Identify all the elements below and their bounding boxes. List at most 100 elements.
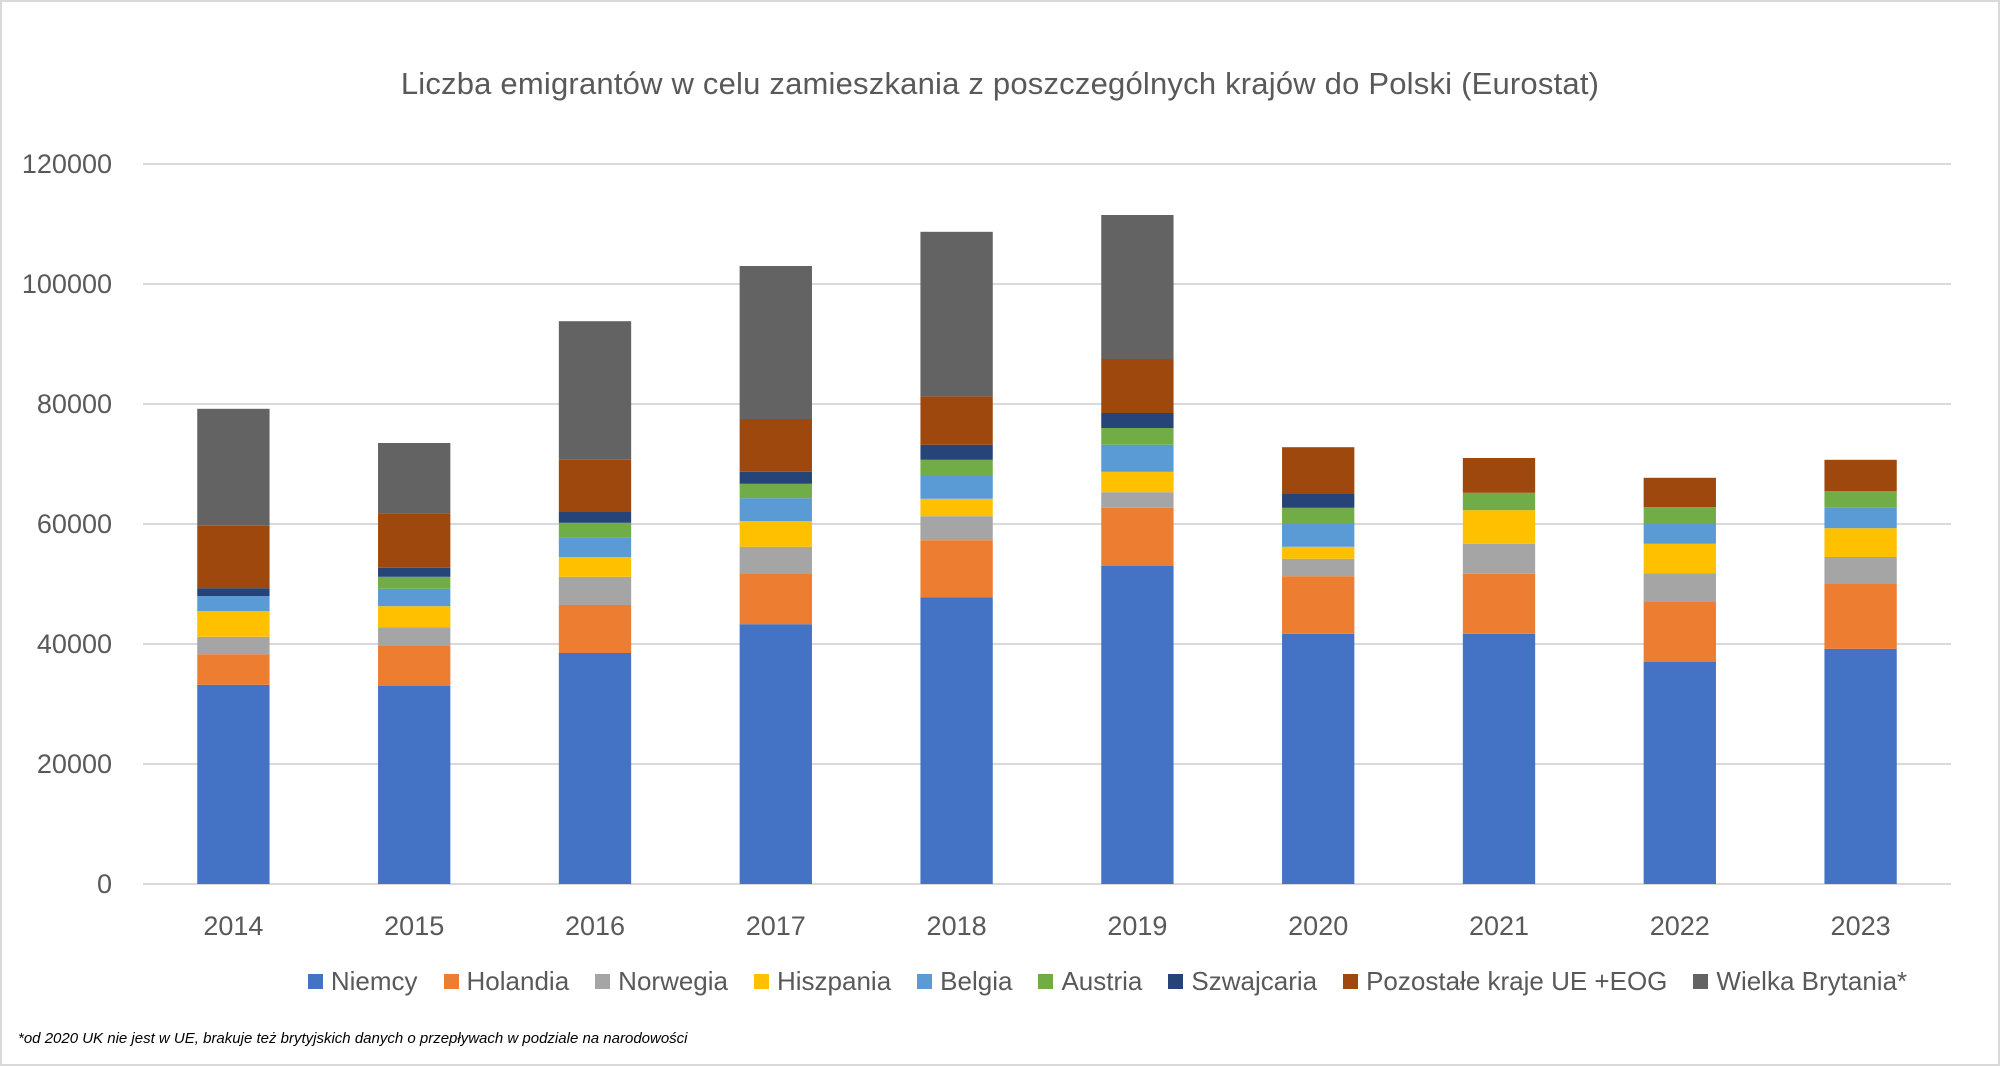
chart-title: Liczba emigrantów w celu zamieszkania z …: [400, 66, 1600, 101]
x-tick-label: 2014: [203, 911, 263, 941]
bar-stack-2014: [197, 408, 270, 884]
bar-stack-2021: [1462, 458, 1536, 884]
bar-segment-austria-2017: [739, 483, 812, 499]
y-tick-label: 100000: [22, 269, 112, 299]
bar-segment-szwajcaria-2019: [1101, 413, 1174, 428]
bar-segment-austria-2021: [1462, 492, 1536, 511]
legend-swatch: [917, 974, 933, 989]
bar-segment-pozostałe-kraje-ue-eog-2022: [1643, 477, 1716, 508]
bar-segment-wielka-brytania--2019: [1101, 215, 1174, 359]
bar-segment-pozostałe-kraje-ue-eog-2020: [1282, 447, 1355, 494]
y-tick-label: 120000: [22, 149, 112, 179]
bar-segment-szwajcaria-2020: [1282, 494, 1355, 508]
bar-segment-hiszpania-2016: [558, 557, 632, 577]
bar-segment-belgia-2014: [197, 596, 270, 611]
legend-item: Wielka Brytania*: [1693, 966, 1907, 997]
bar-segment-hiszpania-2020: [1282, 546, 1355, 559]
bar-segment-norwegia-2023: [1824, 557, 1897, 584]
legend-label: Norwegia: [618, 966, 728, 996]
legend-swatch: [595, 974, 611, 989]
bar-segment-hiszpania-2023: [1824, 528, 1897, 557]
bar-segment-niemcy-2014: [197, 684, 270, 884]
legend-item: Niemcy: [307, 966, 418, 997]
bar-segment-wielka-brytania--2014: [197, 408, 270, 526]
bar-segment-hiszpania-2014: [197, 611, 270, 637]
legend-item: Szwajcaria: [1168, 966, 1317, 997]
x-tick-label: 2023: [1831, 911, 1891, 941]
y-axis-tick-labels: 0 20000 40000 60000 80000 100000 120000: [22, 149, 112, 899]
bar-segment-belgia-2020: [1282, 524, 1355, 547]
bar-segment-belgia-2022: [1643, 524, 1716, 544]
legend-label: Hiszpania: [777, 966, 892, 996]
bar-segment-pozostałe-kraje-ue-eog-2014: [197, 525, 270, 589]
legend-label: Holandia: [466, 966, 570, 996]
legend-swatch: [754, 974, 769, 989]
bar-segment-belgia-2017: [739, 498, 812, 521]
legend-label: Wielka Brytania*: [1716, 966, 1908, 996]
x-tick-label: 2018: [927, 911, 987, 941]
bar-segment-szwajcaria-2018: [920, 444, 993, 460]
bar-segment-niemcy-2017: [739, 624, 812, 884]
bar-segment-wielka-brytania--2017: [739, 266, 812, 419]
bar-segment-niemcy-2016: [558, 653, 632, 884]
bar-segment-holandia-2021: [1462, 573, 1536, 634]
bar-segment-holandia-2015: [378, 645, 451, 686]
legend-label: Austria: [1061, 966, 1143, 996]
bar-segment-belgia-2015: [378, 588, 451, 607]
legend-item: Hiszpania: [754, 966, 891, 997]
bar-segment-szwajcaria-2016: [558, 512, 632, 523]
bar-stack-2022: [1643, 477, 1716, 884]
bar-segment-holandia-2022: [1643, 602, 1716, 662]
bar-stack-2015: [378, 443, 451, 884]
y-tick-label: 20000: [37, 749, 112, 779]
bar-segment-niemcy-2020: [1282, 633, 1355, 884]
x-tick-label: 2015: [384, 911, 444, 941]
legend-label: Niemcy: [330, 966, 418, 996]
bar-segment-belgia-2023: [1824, 507, 1897, 529]
bar-segment-austria-2020: [1282, 507, 1355, 524]
bar-segment-norwegia-2014: [197, 636, 270, 655]
x-axis-tick-labels: 2014 2015 2016 2017 2018 2019 2020 2021 2022 2023: [203, 911, 1890, 941]
bar-stack-2018: [920, 231, 993, 884]
bar-segment-niemcy-2023: [1824, 648, 1897, 884]
bar-segment-norwegia-2015: [378, 627, 451, 646]
bar-segment-norwegia-2016: [558, 576, 632, 605]
x-tick-label: 2021: [1469, 911, 1529, 941]
x-tick-label: 2016: [565, 911, 625, 941]
y-tick-label: 0: [97, 869, 112, 899]
bar-segment-niemcy-2019: [1101, 566, 1174, 884]
bar-segment-holandia-2014: [197, 654, 270, 685]
bar-segment-belgia-2016: [558, 537, 632, 557]
bar-segment-norwegia-2020: [1282, 558, 1355, 577]
bar-segment-wielka-brytania--2016: [558, 321, 632, 460]
bar-stack-2017: [739, 266, 812, 884]
bar-segment-niemcy-2015: [378, 686, 451, 884]
bar-stack-2020: [1282, 447, 1355, 884]
legend-label: Pozostałe kraje UE +EOG: [1366, 966, 1668, 996]
legend-swatch: [1693, 974, 1709, 989]
bar-segment-szwajcaria-2015: [378, 567, 451, 577]
x-tick-label: 2020: [1288, 911, 1348, 941]
bar-segment-austria-2019: [1101, 428, 1174, 445]
bars: [197, 215, 1897, 884]
bar-segment-austria-2016: [558, 522, 632, 538]
x-tick-label: 2022: [1650, 911, 1710, 941]
legend-item: Austria: [1038, 966, 1142, 997]
bar-segment-pozostałe-kraje-ue-eog-2015: [378, 513, 451, 568]
bar-segment-szwajcaria-2014: [197, 588, 270, 596]
bar-segment-pozostałe-kraje-ue-eog-2018: [920, 396, 993, 445]
bar-segment-hiszpania-2018: [920, 498, 993, 517]
bar-segment-norwegia-2017: [739, 546, 812, 574]
bar-segment-holandia-2019: [1101, 507, 1174, 566]
bar-segment-austria-2015: [378, 576, 451, 589]
bar-segment-holandia-2023: [1824, 584, 1897, 649]
bar-segment-holandia-2020: [1282, 576, 1355, 634]
bar-segment-wielka-brytania--2015: [378, 443, 451, 514]
bar-segment-niemcy-2018: [920, 597, 993, 884]
legend-item: Norwegia: [595, 966, 728, 997]
bar-segment-hiszpania-2022: [1643, 543, 1716, 574]
x-tick-label: 2017: [746, 911, 806, 941]
footnote: *od 2020 UK nie jest w UE, brakuje też b…: [18, 1030, 688, 1047]
legend-swatch: [443, 974, 459, 989]
